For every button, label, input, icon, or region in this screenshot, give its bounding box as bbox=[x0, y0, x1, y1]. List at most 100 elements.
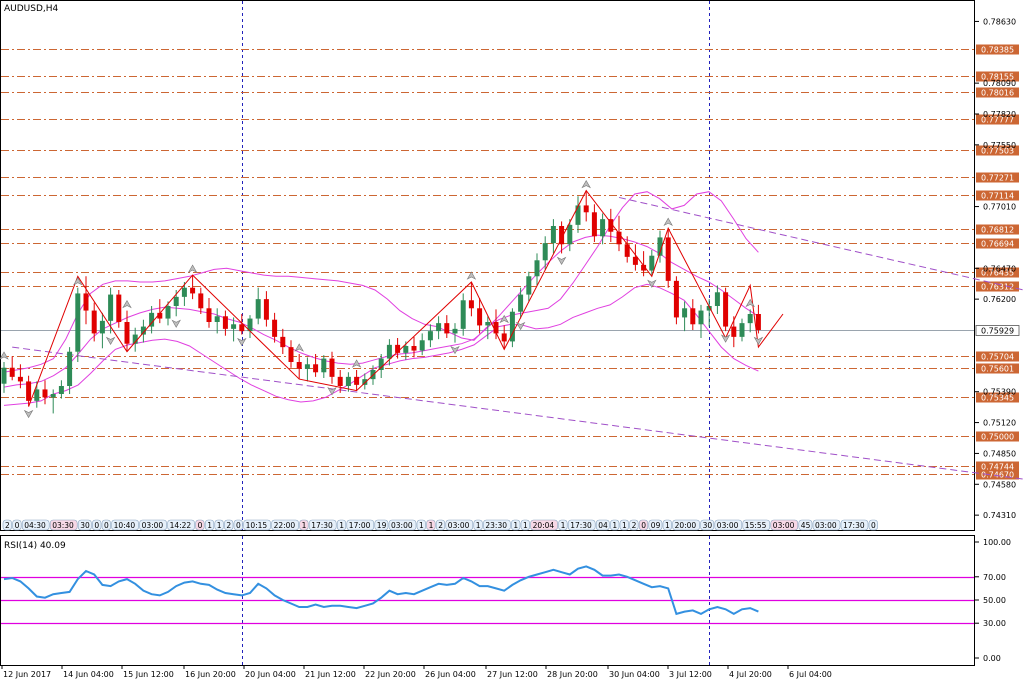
time-tag-3: 03:30 bbox=[52, 521, 74, 530]
time-tick-label-5: 21 Jun 12:00 bbox=[305, 670, 356, 679]
price-tick-label-11: 0.74310 bbox=[983, 511, 1016, 520]
level-label-3: 0.77777 bbox=[981, 116, 1014, 125]
price-tick-label-8: 0.75120 bbox=[983, 419, 1016, 428]
arrow-down-7 bbox=[556, 256, 567, 266]
price-tick-label-1: 0.78090 bbox=[983, 79, 1016, 88]
level-label-16: 0.74670 bbox=[981, 471, 1014, 480]
candle-body-0 bbox=[1, 367, 7, 384]
time-tag-12: 1 bbox=[217, 521, 222, 530]
candle-body-5 bbox=[42, 389, 48, 398]
candle-body-48 bbox=[395, 344, 401, 353]
time-tag-box-6 bbox=[101, 519, 111, 531]
arrow-down-8 bbox=[647, 279, 657, 288]
candle-body-52 bbox=[427, 331, 433, 341]
time-tick-label-11: 3 Jul 12:00 bbox=[669, 670, 712, 679]
time-tag-box-27 bbox=[473, 519, 483, 531]
level-label-box-15 bbox=[976, 461, 1019, 472]
candle-body-88 bbox=[723, 292, 729, 327]
candle-body-92 bbox=[755, 314, 761, 330]
time-tag-43: 03:00 bbox=[717, 521, 739, 530]
price-tick-label-10: 0.74580 bbox=[983, 480, 1016, 489]
current-price-label: 0.75929 bbox=[981, 327, 1014, 336]
time-tag-box-10 bbox=[195, 519, 205, 531]
candle-body-39 bbox=[321, 358, 327, 373]
time-tick-label-13: 6 Jul 04:00 bbox=[789, 670, 832, 679]
time-tag-box-1 bbox=[12, 519, 22, 531]
candle-body-36 bbox=[296, 362, 302, 369]
arrow-up-7 bbox=[499, 314, 509, 324]
candle-body-12 bbox=[99, 320, 105, 334]
candle-body-7 bbox=[58, 386, 64, 394]
candle-body-91 bbox=[747, 314, 753, 324]
rsi-tick-label-2: 50.00 bbox=[983, 596, 1006, 605]
arrow-up-5 bbox=[351, 359, 362, 368]
level-label-box-13 bbox=[976, 392, 1019, 403]
candle-body-66 bbox=[542, 243, 548, 261]
price-tick-label-7: 0.75390 bbox=[983, 388, 1016, 397]
band-upper bbox=[3, 191, 759, 373]
level-label-box-10 bbox=[976, 281, 1019, 292]
candle-body-67 bbox=[550, 226, 556, 244]
candle-body-33 bbox=[272, 319, 278, 337]
arrow-down-10 bbox=[753, 336, 764, 346]
arrow-down-4 bbox=[327, 387, 337, 396]
time-tag-32: 1 bbox=[561, 521, 566, 530]
candle-body-3 bbox=[26, 381, 32, 401]
candle-body-22 bbox=[181, 287, 187, 297]
time-tag-46: 45 bbox=[801, 521, 811, 530]
time-tag-box-13 bbox=[224, 519, 234, 531]
candle-body-14 bbox=[116, 294, 122, 322]
time-tag-7: 10:40 bbox=[114, 521, 136, 530]
candle-body-63 bbox=[518, 294, 524, 312]
level-label-box-8 bbox=[976, 238, 1019, 249]
time-tick-label-4: 20 Jun 04:00 bbox=[245, 670, 296, 679]
candle-body-35 bbox=[288, 347, 294, 362]
candle-body-24 bbox=[198, 293, 204, 309]
price-tick-label-9: 0.74850 bbox=[983, 449, 1016, 458]
candle-body-21 bbox=[173, 296, 179, 306]
time-tag-45: 03:00 bbox=[773, 521, 795, 530]
time-tag-16: 22:00 bbox=[274, 521, 296, 530]
time-tag-box-45 bbox=[770, 519, 799, 531]
price-tick-label-3: 0.77550 bbox=[983, 141, 1016, 150]
time-tag-48: 17:30 bbox=[843, 521, 865, 530]
arrow-marks bbox=[0, 181, 764, 419]
arrow-down-5 bbox=[450, 345, 460, 355]
arrow-down-2 bbox=[171, 319, 181, 328]
time-tag-box-46 bbox=[798, 519, 813, 531]
level-label-9: 0.76435 bbox=[981, 269, 1014, 278]
candle-body-70 bbox=[575, 205, 581, 225]
candle-body-81 bbox=[665, 237, 671, 281]
time-tag-8: 03:00 bbox=[142, 521, 164, 530]
time-tag-34: 04 bbox=[598, 521, 608, 530]
time-tag-box-43 bbox=[714, 519, 743, 531]
candle-body-82 bbox=[673, 280, 679, 318]
trendline-1 bbox=[618, 196, 1024, 291]
candle-body-86 bbox=[706, 306, 712, 311]
candle-body-60 bbox=[493, 322, 499, 334]
level-label-15: 0.74744 bbox=[981, 463, 1014, 472]
candle-body-15 bbox=[124, 322, 130, 344]
candle-body-27 bbox=[222, 316, 228, 329]
time-tag-30: 1 bbox=[523, 521, 528, 530]
candle-body-59 bbox=[485, 322, 491, 326]
candle-body-13 bbox=[108, 294, 114, 321]
rsi-tick-label-4: 0.00 bbox=[983, 654, 1001, 663]
time-tag-box-7 bbox=[111, 519, 139, 531]
candle-body-30 bbox=[247, 318, 253, 332]
level-label-7: 0.76812 bbox=[981, 226, 1014, 235]
time-tag-18: 17:30 bbox=[311, 521, 333, 530]
candle-body-78 bbox=[641, 264, 647, 271]
time-tag-box-48 bbox=[840, 519, 869, 531]
candle-body-17 bbox=[140, 326, 146, 335]
time-tag-box-44 bbox=[742, 519, 771, 531]
level-label-2: 0.78016 bbox=[981, 89, 1014, 98]
time-tag-19: 1 bbox=[339, 521, 344, 530]
time-tick-label-12: 4 Jul 20:00 bbox=[729, 670, 772, 679]
candle-body-64 bbox=[526, 276, 532, 295]
time-tag-38: 0 bbox=[641, 521, 646, 530]
price-tick-label-6: 0.76200 bbox=[983, 295, 1016, 304]
candle-body-76 bbox=[624, 244, 630, 257]
candle-body-2 bbox=[17, 376, 23, 382]
time-tag-11: 1 bbox=[207, 521, 212, 530]
